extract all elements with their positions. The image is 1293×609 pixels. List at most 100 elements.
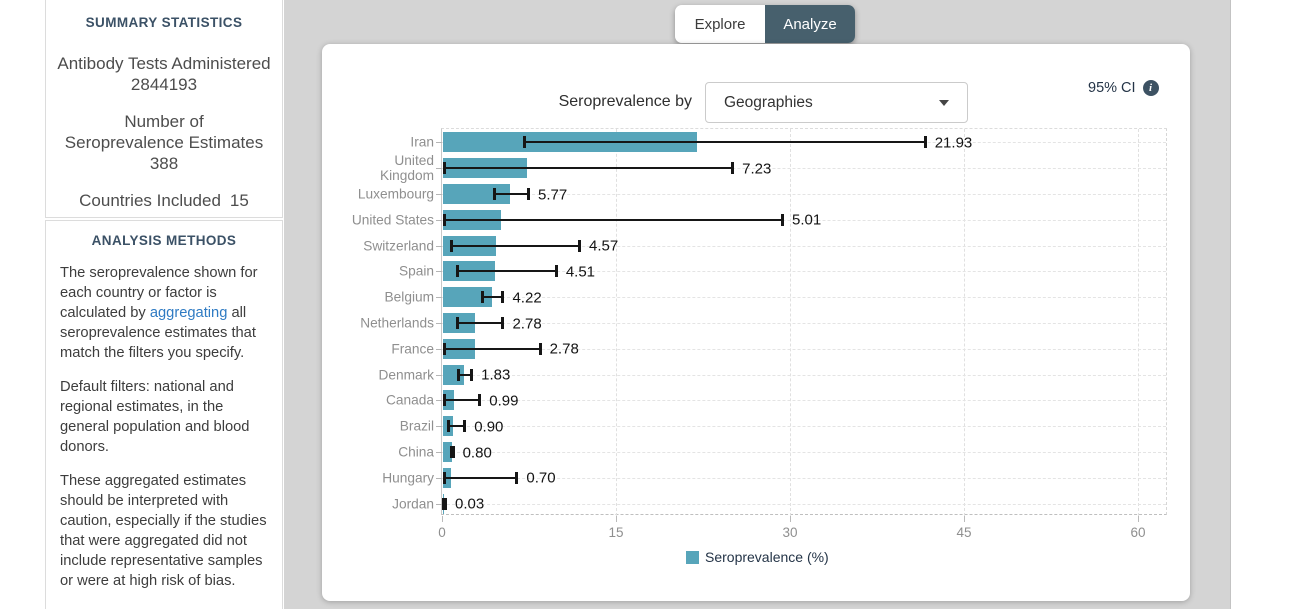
stat-countries: Countries Included 15 — [46, 190, 282, 211]
y-axis-tick — [436, 374, 442, 376]
ci-cap-low — [523, 136, 527, 149]
gridline-horizontal — [442, 400, 1166, 402]
paragraph-text: The seroprevalence shown for each countr… — [60, 265, 258, 321]
ci-cap-high — [731, 162, 735, 175]
value-label: 4.51 — [565, 263, 596, 281]
tab-explore[interactable]: Explore — [675, 5, 765, 43]
country-label: Belgium — [384, 289, 434, 305]
gridline-vertical — [616, 129, 617, 516]
ci-cap-low — [455, 317, 459, 329]
gridline-horizontal — [442, 348, 1166, 350]
analyze-card: Seroprevalence by Geographies 95% CI i 0… — [322, 44, 1190, 601]
main-content-area: Explore Analyze Seroprevalence by Geogra… — [284, 0, 1230, 609]
value-label: 0.90 — [474, 418, 504, 436]
country-label: Denmark — [378, 367, 434, 383]
ci-whisker — [457, 373, 473, 376]
y-axis-tick — [436, 297, 442, 299]
country-label: Jordan — [392, 496, 434, 512]
ci-whisker — [443, 167, 734, 170]
ci-whisker — [523, 141, 926, 144]
x-axis-tick-label: 45 — [956, 525, 972, 540]
x-axis-tick-label: 30 — [782, 525, 798, 540]
x-axis-tick-label: 15 — [608, 525, 624, 540]
gridline-horizontal — [442, 245, 1166, 247]
ci-cap-high — [451, 446, 455, 458]
gridline-horizontal — [442, 477, 1166, 479]
gridline-horizontal — [442, 503, 1166, 505]
bar[interactable] — [443, 287, 492, 308]
x-axis-tick — [790, 516, 791, 522]
gridline-vertical — [1138, 129, 1139, 516]
value-label: 0.03 — [455, 495, 485, 513]
value-label: 2.78 — [512, 315, 542, 332]
ci-cap-high — [444, 497, 448, 510]
y-axis-tick — [436, 194, 442, 195]
ci-cap-low — [443, 342, 447, 355]
ci-cap-high — [470, 368, 474, 381]
ci-cap-low — [443, 394, 447, 407]
y-axis-tick — [436, 271, 442, 273]
view-tabs: Explore Analyze — [675, 5, 855, 43]
value-label: 0.99 — [489, 392, 519, 410]
y-axis-tick — [436, 348, 442, 350]
ci-whisker — [481, 296, 504, 299]
seroprevalence-by-label: Seroprevalence by — [558, 93, 692, 110]
ci-whisker — [443, 476, 518, 479]
x-axis-tick — [442, 516, 443, 522]
analysis-methods-panel: ANALYSIS METHODS The seroprevalence show… — [45, 220, 283, 609]
y-axis-tick — [436, 400, 442, 402]
value-label: 5.77 — [538, 186, 568, 203]
country-label: Hungary — [382, 470, 434, 486]
ci-cap-low — [443, 213, 447, 226]
ci-cap-high — [478, 394, 482, 407]
gridline-horizontal — [442, 219, 1166, 221]
y-axis-tick — [436, 219, 442, 221]
ci-cap-low — [457, 368, 461, 381]
ci-cap-high — [527, 188, 530, 200]
gridline-horizontal — [442, 323, 1166, 324]
y-axis-tick — [436, 142, 442, 144]
value-label: 7.23 — [742, 160, 772, 178]
y-axis-tick — [436, 452, 442, 453]
chart-legend[interactable]: Seroprevalence (%) — [686, 549, 829, 565]
summary-statistics-panel: SUMMARY STATISTICS Antibody Tests Admini… — [45, 0, 283, 218]
stat-label: Antibody Tests Administered — [57, 54, 271, 73]
ci-cap-high — [501, 291, 505, 304]
stat-value: 15 — [229, 191, 249, 210]
gridline-horizontal — [442, 271, 1166, 273]
geographies-dropdown[interactable]: Geographies — [705, 82, 968, 123]
stat-antibody-tests: Antibody Tests Administered 2844193 — [46, 53, 282, 95]
tab-analyze[interactable]: Analyze — [765, 5, 855, 43]
bar[interactable] — [443, 442, 453, 462]
x-axis-tick-label: 0 — [438, 525, 446, 540]
info-icon[interactable]: i — [1142, 80, 1159, 96]
ci-cap-high — [923, 136, 927, 149]
summary-statistics-title: SUMMARY STATISTICS — [85, 15, 243, 30]
ci-cap-low — [442, 497, 445, 510]
ci-cap-high — [554, 265, 558, 278]
ci-cap-low — [446, 420, 450, 433]
gridline-horizontal — [442, 426, 1166, 428]
analysis-paragraph-2: Default filters: national and regional e… — [60, 379, 250, 455]
aggregating-link[interactable]: aggregating — [149, 305, 228, 321]
ci-whisker — [443, 218, 784, 221]
ci-cap-low — [455, 265, 459, 278]
plot-area: 0 15 30 45 60 Iran 21.93 United Kingdom 7.23 Luxe… — [352, 128, 1167, 540]
gridline-horizontal — [442, 452, 1166, 453]
stat-label: Number of Seroprevalence Estimates — [64, 112, 264, 152]
country-label: Switzerland — [363, 238, 434, 254]
value-label: 2.78 — [549, 340, 579, 358]
country-label: Spain — [398, 263, 434, 279]
ci-whisker — [446, 425, 466, 428]
ci-whisker — [443, 347, 541, 350]
country-label: Canada — [386, 392, 434, 408]
ci-cap-low — [443, 471, 447, 484]
legend-swatch — [686, 550, 699, 564]
ci-cap-high — [578, 239, 582, 252]
chevron-down-icon — [939, 99, 949, 106]
analysis-methods-title: ANALYSIS METHODS — [91, 233, 237, 248]
ci-whisker — [455, 270, 557, 273]
ci-whisker — [443, 399, 481, 402]
ci-cap-low — [443, 162, 447, 175]
